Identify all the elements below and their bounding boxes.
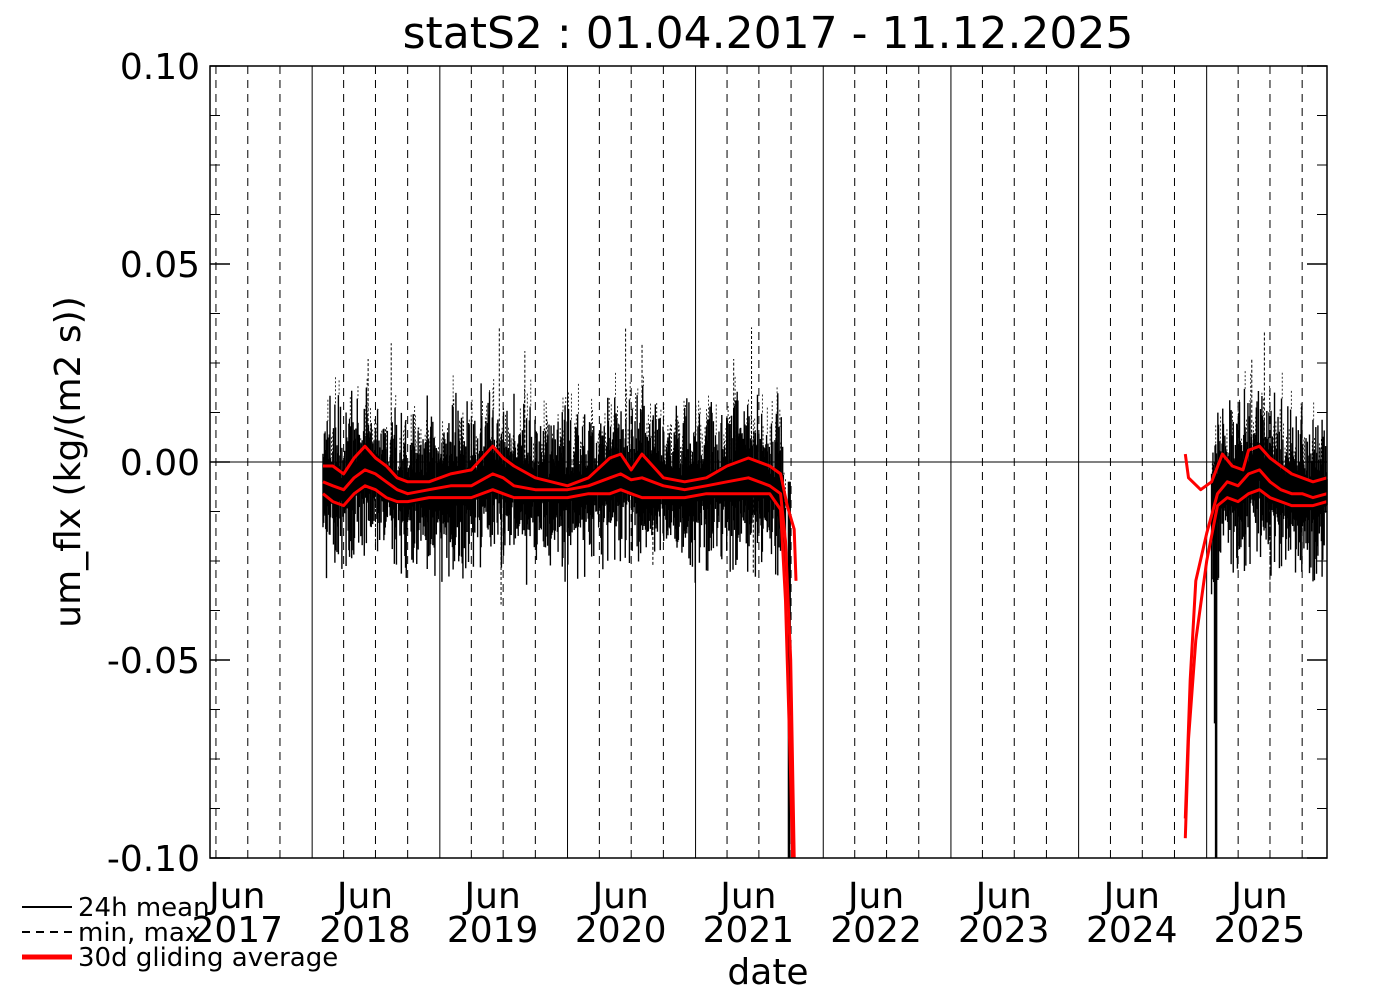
x-tick-year: 2018	[319, 910, 411, 951]
x-tick-month: Jun	[335, 876, 393, 917]
x-tick-year: 2024	[1086, 910, 1178, 951]
x-tick-month: Jun	[463, 876, 521, 917]
series-line-mean-2025	[1183, 468, 1328, 819]
x-tick-month: Jun	[591, 876, 649, 917]
series-line-min	[322, 484, 794, 859]
legend-label-24h-mean: 24h mean	[78, 893, 210, 923]
x-tick-month: Jun	[974, 876, 1032, 917]
legend-label-min-max: min, max	[78, 918, 200, 948]
x-tick-year: 2023	[958, 910, 1050, 951]
series-line-max	[323, 444, 798, 581]
x-tick-labels: Jun2017Jun2018Jun2019Jun2020Jun2021Jun20…	[191, 876, 1305, 951]
series-lines	[322, 444, 1328, 859]
y-tick-label: -0.05	[107, 641, 200, 682]
x-tick-month: Jun	[1229, 876, 1287, 917]
y-tick-label: -0.10	[107, 839, 200, 880]
series-line-min-2025	[1183, 488, 1328, 839]
y-tick-labels: 0.10 0.05 0.00 -0.05 -0.10	[107, 47, 1327, 880]
x-tick-year: 2022	[830, 910, 922, 951]
x-tick-month: Jun	[846, 876, 904, 917]
legend-label-30d-average: 30d gliding average	[78, 943, 338, 973]
y-tick-label: 0.00	[120, 443, 200, 484]
x-axis-label: date	[727, 952, 808, 992]
x-tick-year: 2017	[191, 910, 283, 951]
y-axis-label: um_flx (kg/(m2 s))	[48, 296, 89, 628]
x-tick-month: Jun	[718, 876, 776, 917]
chart-title: statS2 : 01.04.2017 - 11.12.2025	[403, 8, 1134, 59]
x-tick-month: Jun	[207, 876, 265, 917]
y-tick-label: 0.05	[120, 245, 200, 286]
y-tick-label: 0.10	[120, 47, 200, 88]
series-line-max-2025	[1183, 444, 1328, 492]
x-tick-year: 2025	[1214, 910, 1306, 951]
x-tick-year: 2021	[703, 910, 795, 951]
series-line-mean	[322, 468, 796, 859]
legend: 24h mean min, max 30d gliding average	[22, 893, 338, 973]
x-tick-month: Jun	[1102, 876, 1160, 917]
x-tick-year: 2020	[575, 910, 667, 951]
daily-envelope	[322, 327, 1328, 858]
x-tick-year: 2019	[447, 910, 539, 951]
